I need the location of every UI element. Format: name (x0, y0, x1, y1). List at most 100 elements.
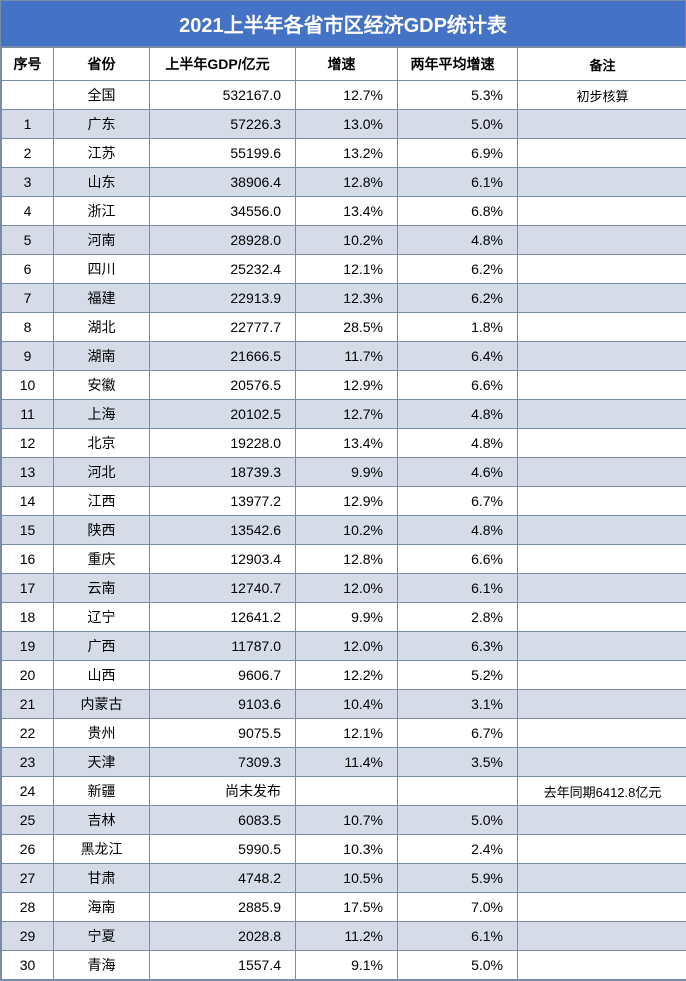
table-row: 22贵州9075.512.1%6.7% (2, 719, 686, 748)
table-row: 6四川25232.412.1%6.2% (2, 255, 686, 284)
cell-note (518, 632, 686, 661)
gdp-table-container: 2021上半年各省市区经济GDP统计表 序号 省份 上半年GDP/亿元 增速 两… (0, 0, 686, 981)
cell-avg-growth: 5.0% (398, 806, 518, 835)
cell-gdp: 19228.0 (150, 429, 296, 458)
table-row: 18辽宁12641.29.9%2.8% (2, 603, 686, 632)
cell-growth: 10.7% (296, 806, 398, 835)
cell-rank: 6 (2, 255, 54, 284)
cell-province: 湖南 (54, 342, 150, 371)
cell-avg-growth: 5.9% (398, 864, 518, 893)
cell-rank: 28 (2, 893, 54, 922)
header-province: 省份 (54, 48, 150, 81)
cell-growth: 11.2% (296, 922, 398, 951)
cell-gdp: 1557.4 (150, 951, 296, 980)
table-row: 20山西9606.712.2%5.2% (2, 661, 686, 690)
header-rank: 序号 (2, 48, 54, 81)
cell-growth: 9.1% (296, 951, 398, 980)
header-growth: 增速 (296, 48, 398, 81)
cell-note (518, 371, 686, 400)
table-row: 21内蒙古9103.610.4%3.1% (2, 690, 686, 719)
cell-note (518, 719, 686, 748)
cell-note (518, 516, 686, 545)
cell-province: 云南 (54, 574, 150, 603)
cell-gdp: 2885.9 (150, 893, 296, 922)
cell-note (518, 139, 686, 168)
cell-province: 安徽 (54, 371, 150, 400)
cell-note (518, 574, 686, 603)
cell-note (518, 168, 686, 197)
table-row: 全国532167.012.7%5.3%初步核算 (2, 81, 686, 110)
cell-province: 天津 (54, 748, 150, 777)
table-row: 3山东38906.412.8%6.1% (2, 168, 686, 197)
cell-gdp: 4748.2 (150, 864, 296, 893)
cell-growth: 13.4% (296, 429, 398, 458)
cell-province: 福建 (54, 284, 150, 313)
cell-province: 重庆 (54, 545, 150, 574)
cell-province: 河北 (54, 458, 150, 487)
cell-growth: 12.9% (296, 371, 398, 400)
cell-avg-growth: 5.3% (398, 81, 518, 110)
table-row: 30青海1557.49.1%5.0% (2, 951, 686, 980)
cell-growth: 12.8% (296, 545, 398, 574)
cell-rank: 2 (2, 139, 54, 168)
table-row: 24新疆尚未发布去年同期6412.8亿元 (2, 777, 686, 806)
cell-gdp: 18739.3 (150, 458, 296, 487)
cell-rank: 27 (2, 864, 54, 893)
table-row: 29宁夏2028.811.2%6.1% (2, 922, 686, 951)
cell-province: 河南 (54, 226, 150, 255)
table-row: 1广东57226.313.0%5.0% (2, 110, 686, 139)
cell-growth: 12.3% (296, 284, 398, 313)
cell-rank: 1 (2, 110, 54, 139)
table-row: 13河北18739.39.9%4.6% (2, 458, 686, 487)
cell-avg-growth: 4.8% (398, 516, 518, 545)
cell-rank: 17 (2, 574, 54, 603)
cell-gdp: 25232.4 (150, 255, 296, 284)
cell-gdp: 57226.3 (150, 110, 296, 139)
cell-gdp: 12740.7 (150, 574, 296, 603)
cell-province: 江苏 (54, 139, 150, 168)
table-row: 14江西13977.212.9%6.7% (2, 487, 686, 516)
cell-growth: 12.0% (296, 574, 398, 603)
cell-note (518, 951, 686, 980)
cell-province: 广东 (54, 110, 150, 139)
cell-growth: 10.5% (296, 864, 398, 893)
cell-avg-growth: 7.0% (398, 893, 518, 922)
cell-growth: 10.4% (296, 690, 398, 719)
cell-rank: 24 (2, 777, 54, 806)
cell-avg-growth: 6.3% (398, 632, 518, 661)
table-row: 9湖南21666.511.7%6.4% (2, 342, 686, 371)
cell-avg-growth: 6.6% (398, 545, 518, 574)
cell-avg-growth: 6.1% (398, 574, 518, 603)
cell-growth: 11.4% (296, 748, 398, 777)
header-row: 序号 省份 上半年GDP/亿元 增速 两年平均增速 备注 (2, 48, 686, 81)
cell-growth: 12.1% (296, 255, 398, 284)
cell-province: 江西 (54, 487, 150, 516)
cell-gdp: 9103.6 (150, 690, 296, 719)
cell-rank: 19 (2, 632, 54, 661)
cell-growth: 28.5% (296, 313, 398, 342)
cell-avg-growth: 6.2% (398, 284, 518, 313)
cell-growth: 12.0% (296, 632, 398, 661)
cell-avg-growth: 4.8% (398, 226, 518, 255)
cell-province: 广西 (54, 632, 150, 661)
header-gdp: 上半年GDP/亿元 (150, 48, 296, 81)
cell-gdp: 7309.3 (150, 748, 296, 777)
cell-avg-growth: 2.8% (398, 603, 518, 632)
cell-growth: 13.0% (296, 110, 398, 139)
cell-note (518, 487, 686, 516)
cell-gdp: 22913.9 (150, 284, 296, 313)
cell-rank: 7 (2, 284, 54, 313)
table-row: 4浙江34556.013.4%6.8% (2, 197, 686, 226)
cell-gdp: 20102.5 (150, 400, 296, 429)
cell-gdp: 6083.5 (150, 806, 296, 835)
cell-gdp: 13977.2 (150, 487, 296, 516)
cell-rank: 22 (2, 719, 54, 748)
cell-avg-growth: 4.8% (398, 400, 518, 429)
cell-growth: 13.4% (296, 197, 398, 226)
cell-gdp: 532167.0 (150, 81, 296, 110)
cell-province: 四川 (54, 255, 150, 284)
cell-gdp: 20576.5 (150, 371, 296, 400)
cell-province: 陕西 (54, 516, 150, 545)
cell-note (518, 458, 686, 487)
table-row: 12北京19228.013.4%4.8% (2, 429, 686, 458)
